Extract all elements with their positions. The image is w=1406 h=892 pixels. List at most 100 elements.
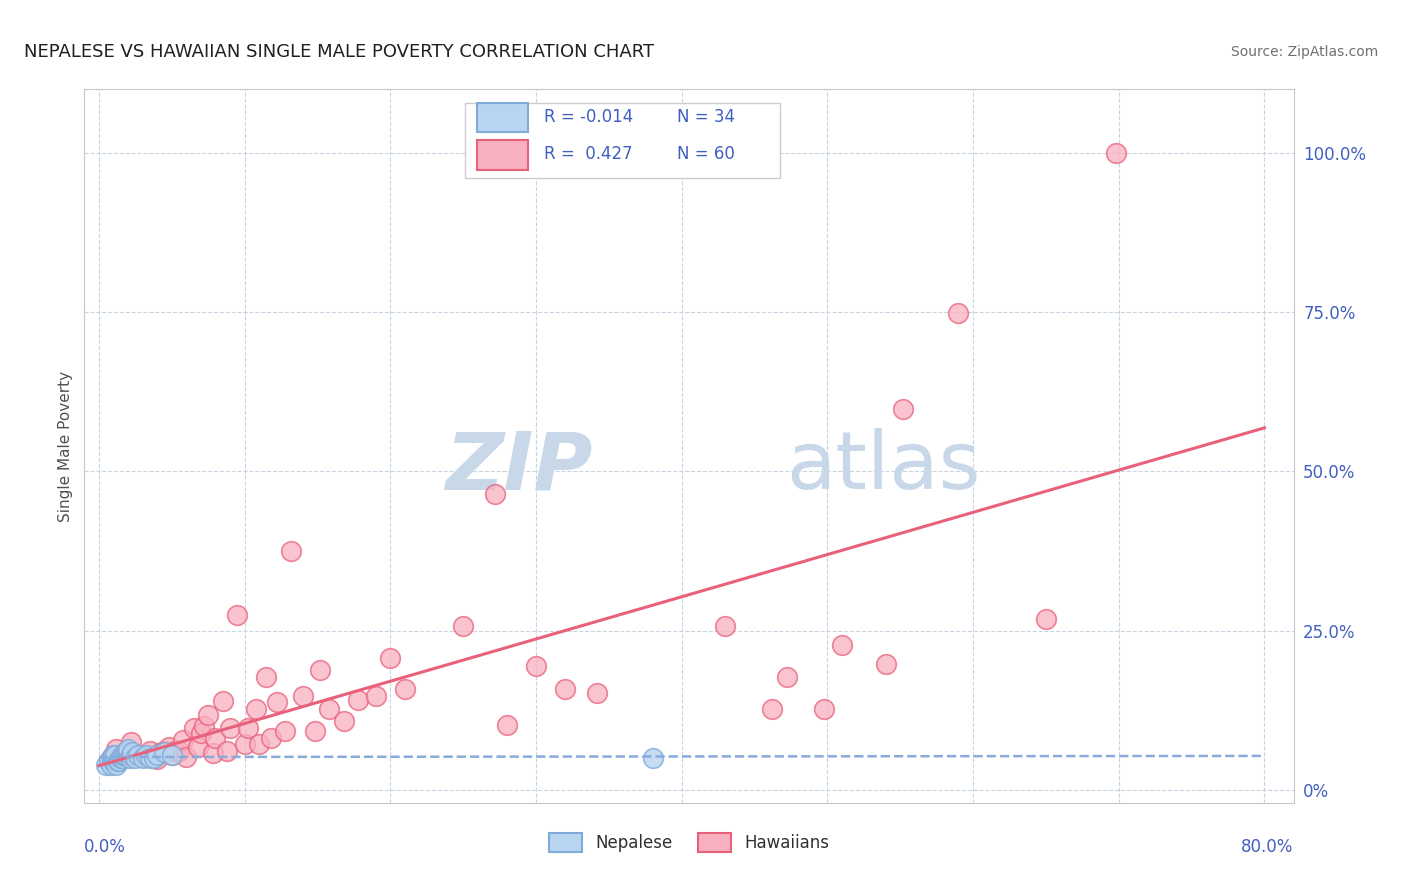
Point [101, 751, 124, 765]
Point [484, 487, 506, 501]
Point [104, 747, 127, 762]
Point [112, 747, 135, 762]
FancyBboxPatch shape [465, 103, 779, 178]
Point [121, 745, 143, 759]
Point [153, 743, 176, 757]
Point [495, 718, 517, 732]
FancyBboxPatch shape [478, 103, 529, 132]
Point [139, 751, 162, 765]
Point [111, 751, 134, 765]
Point [394, 682, 416, 697]
Point [761, 701, 783, 715]
Text: N = 34: N = 34 [676, 108, 735, 126]
Text: 0.0%: 0.0% [84, 838, 127, 856]
Point [149, 746, 172, 760]
Text: Source: ZipAtlas.com: Source: ZipAtlas.com [1230, 45, 1378, 59]
Point [114, 750, 136, 764]
Point [364, 689, 387, 703]
Point [117, 741, 139, 756]
Point [190, 725, 212, 739]
Point [524, 658, 547, 673]
Point [111, 747, 134, 762]
Point [775, 670, 797, 684]
Point [131, 750, 153, 764]
Point [197, 707, 219, 722]
Point [280, 544, 302, 558]
Point [114, 745, 136, 759]
Point [131, 751, 153, 765]
Point [217, 743, 239, 757]
Point [153, 745, 176, 759]
Point [211, 694, 233, 708]
Point [245, 701, 267, 715]
Point [117, 745, 139, 759]
Text: ZIP: ZIP [444, 428, 592, 507]
Point [641, 751, 664, 765]
Point [120, 735, 142, 749]
Point [105, 741, 128, 756]
Point [347, 692, 370, 706]
Point [124, 751, 146, 765]
Point [115, 745, 138, 759]
Point [139, 743, 162, 757]
Text: NEPALESE VS HAWAIIAN SINGLE MALE POVERTY CORRELATION CHART: NEPALESE VS HAWAIIAN SINGLE MALE POVERTY… [24, 43, 654, 61]
Point [100, 751, 122, 765]
Point [107, 755, 129, 769]
Point [1035, 612, 1057, 626]
Point [96, 757, 118, 772]
Point [891, 402, 914, 417]
Point [135, 747, 157, 762]
Point [163, 743, 186, 757]
Point [274, 724, 297, 739]
Point [332, 714, 354, 729]
Text: atlas: atlas [786, 428, 980, 507]
Point [160, 747, 183, 762]
Point [831, 638, 853, 652]
Point [120, 747, 142, 762]
Point [118, 751, 141, 765]
Point [127, 747, 149, 762]
Point [160, 747, 183, 762]
Point [114, 747, 136, 762]
Y-axis label: Single Male Poverty: Single Male Poverty [58, 370, 73, 522]
Point [875, 657, 897, 671]
Point [167, 743, 190, 757]
Point [110, 751, 132, 765]
Point [110, 751, 132, 765]
Point [98, 755, 121, 769]
Point [201, 746, 224, 760]
Point [233, 737, 256, 751]
Text: R = -0.014: R = -0.014 [544, 108, 633, 126]
Point [266, 695, 288, 709]
Point [256, 670, 278, 684]
Point [204, 731, 226, 745]
Point [318, 701, 340, 715]
Point [172, 733, 194, 747]
Point [304, 724, 326, 739]
Point [146, 752, 169, 766]
Point [183, 721, 205, 735]
Point [380, 650, 402, 665]
Legend: Nepalese, Hawaiians: Nepalese, Hawaiians [541, 826, 837, 859]
Point [586, 686, 609, 700]
Point [226, 607, 249, 622]
Point [813, 701, 835, 715]
Point [193, 719, 215, 733]
Point [219, 721, 242, 735]
Point [948, 306, 970, 320]
Point [103, 751, 125, 765]
Point [100, 757, 122, 772]
Point [554, 682, 576, 697]
FancyBboxPatch shape [478, 140, 529, 169]
Point [309, 663, 332, 677]
Text: 80.0%: 80.0% [1241, 838, 1294, 856]
Point [291, 689, 314, 703]
Point [260, 731, 283, 745]
Point [105, 757, 128, 772]
Point [146, 747, 169, 762]
Point [714, 618, 737, 632]
Point [1105, 145, 1128, 160]
Point [247, 737, 270, 751]
Text: R =  0.427: R = 0.427 [544, 145, 633, 163]
Point [236, 721, 259, 735]
